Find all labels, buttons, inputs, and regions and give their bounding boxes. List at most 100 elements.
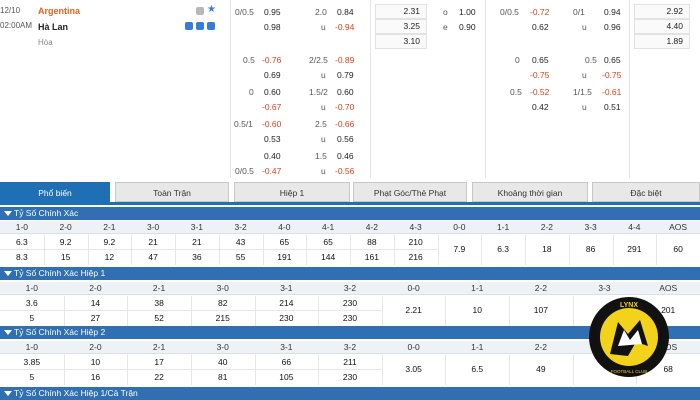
score-odd-cell[interactable]: 8.3	[15, 252, 28, 262]
half-hcap-away[interactable]: 0.62	[532, 22, 549, 32]
odd-draw[interactable]: 3.25	[375, 19, 427, 34]
half-odd-home-win[interactable]: 2.92	[634, 4, 690, 19]
extra-half-ou-under-2[interactable]: 0.51	[604, 102, 621, 112]
score-odd-cell[interactable]: 2.21	[405, 305, 422, 315]
tab-hiep-1[interactable]: Hiệp 1	[234, 182, 350, 202]
score-odd-cell[interactable]: 81	[217, 372, 228, 382]
half-odd-draw[interactable]: 4.40	[634, 19, 690, 34]
section-header-exact-score-h1[interactable]: Tỷ Số Chính Xác Hiệp 1	[0, 267, 700, 280]
extra-half-hcap-away-1[interactable]: -0.75	[530, 70, 550, 80]
extra-half-ou-over-2[interactable]: -0.61	[602, 87, 622, 97]
extra-hcap-away-1[interactable]: 0.69	[264, 70, 281, 80]
score-odd-cell[interactable]: 291	[627, 244, 642, 254]
extra-hcap-home-3[interactable]: -0.60	[262, 119, 282, 129]
score-odd-cell[interactable]: 21	[192, 237, 202, 247]
extra-hcap-away-2[interactable]: -0.67	[262, 102, 282, 112]
score-odd-cell[interactable]: 52	[154, 313, 164, 323]
score-odd-cell[interactable]: 14	[90, 298, 101, 308]
tab-dac-biet[interactable]: Đặc biệt	[592, 182, 700, 202]
even-odd[interactable]: 0.90	[459, 22, 476, 32]
score-odd-cell[interactable]: 9.2	[103, 237, 116, 247]
section-header-exact-score[interactable]: Tỷ Số Chính Xác	[0, 207, 700, 220]
hcap-home-odd[interactable]: 0.95	[264, 7, 281, 17]
half-odd-away-win[interactable]: 1.89	[634, 34, 690, 49]
score-odd-cell[interactable]: 65	[323, 237, 333, 247]
score-odd-cell[interactable]: 5	[29, 372, 35, 382]
score-odd-cell[interactable]: 40	[217, 357, 228, 367]
tab-pho-bien[interactable]: Phổ biến	[0, 182, 110, 202]
score-odd-cell[interactable]: 49	[536, 364, 546, 374]
score-odd-cell[interactable]: 210	[408, 237, 423, 247]
score-odd-cell[interactable]: 21	[148, 237, 158, 247]
extra-ou-over-4[interactable]: 0.46	[337, 151, 354, 161]
score-odd-cell[interactable]: 18	[542, 244, 552, 254]
score-odd-cell[interactable]: 230	[342, 313, 358, 323]
score-odd-cell[interactable]: 36	[192, 252, 202, 262]
chart-icon[interactable]	[207, 22, 215, 30]
extra-hcap-away-4[interactable]: -0.47	[262, 166, 282, 176]
score-odd-cell[interactable]: 6.5	[471, 364, 484, 374]
half-hcap-home[interactable]: -0.72	[530, 7, 550, 17]
score-odd-cell[interactable]: 211	[343, 357, 357, 367]
score-odd-cell[interactable]: 230	[342, 372, 358, 382]
extra-hcap-home-2[interactable]: 0.60	[264, 87, 281, 97]
away-team[interactable]: Hà Lan	[38, 22, 69, 32]
score-odd-cell[interactable]: 12	[104, 252, 115, 262]
score-odd-cell[interactable]: 201	[661, 305, 676, 315]
score-odd-cell[interactable]: 15	[60, 252, 71, 262]
ou-under-odd[interactable]: -0.94	[335, 22, 355, 32]
score-odd-cell[interactable]: 161	[364, 252, 379, 262]
home-team[interactable]: Argentina	[38, 6, 81, 16]
favorite-star-icon[interactable]: ★	[207, 4, 216, 15]
score-odd-cell[interactable]: 43	[235, 237, 246, 247]
extra-hcap-away-3[interactable]: 0.53	[264, 134, 281, 144]
score-odd-cell[interactable]: 86	[585, 244, 596, 254]
score-odd-cell[interactable]: 17	[154, 357, 164, 367]
extra-half-hcap-home-1[interactable]: 0.65	[532, 55, 549, 65]
stats-icon[interactable]	[196, 7, 204, 15]
odd-odd[interactable]: 1.00	[459, 7, 476, 17]
extra-ou-over-3[interactable]: -0.66	[335, 119, 355, 129]
score-odd-cell[interactable]: 3.05	[405, 364, 422, 374]
extra-half-ou-under-1[interactable]: -0.75	[602, 70, 622, 80]
tab-phat-goc[interactable]: Phạt Góc/Thẻ Phạt	[353, 182, 467, 202]
section-header-exact-score-h1-ft[interactable]: Tỷ Số Chính Xác Hiệp 1/Cả Trận	[0, 387, 700, 400]
extra-ou-under-1[interactable]: 0.79	[337, 70, 354, 80]
score-odd-cell[interactable]: 105	[279, 372, 294, 382]
extra-half-ou-over-1[interactable]: 0.65	[604, 55, 621, 65]
score-odd-cell[interactable]: 6.3	[497, 244, 510, 254]
score-odd-cell[interactable]: 216	[408, 252, 423, 262]
score-odd-cell[interactable]: 16	[90, 372, 101, 382]
score-odd-cell[interactable]: 7.9	[453, 244, 466, 254]
live-icon[interactable]	[185, 22, 193, 30]
score-odd-cell[interactable]: 144	[321, 252, 336, 262]
score-odd-cell[interactable]: 88	[367, 237, 377, 247]
half-ou-under[interactable]: 0.96	[604, 22, 621, 32]
hcap-away-odd[interactable]: 0.98	[264, 22, 281, 32]
score-odd-cell[interactable]: 9.2	[59, 237, 72, 247]
ou-over-odd[interactable]: 0.84	[337, 7, 354, 17]
score-odd-cell[interactable]: 47	[148, 252, 158, 262]
score-odd-cell[interactable]: 10	[90, 357, 101, 367]
score-odd-cell[interactable]: 82	[217, 298, 228, 308]
odd-away-win[interactable]: 3.10	[375, 34, 427, 49]
extra-ou-under-2[interactable]: -0.70	[335, 102, 355, 112]
extra-ou-over-1[interactable]: -0.89	[335, 55, 355, 65]
tv-icon[interactable]	[196, 22, 204, 30]
score-odd-cell[interactable]: 3.85	[23, 357, 41, 367]
score-odd-cell[interactable]: 230	[279, 313, 294, 323]
extra-half-hcap-away-2[interactable]: 0.42	[532, 102, 549, 112]
score-odd-cell[interactable]: 27	[90, 313, 101, 323]
score-odd-cell[interactable]: 107	[533, 305, 548, 315]
extra-ou-over-2[interactable]: 0.60	[337, 87, 354, 97]
half-ou-over[interactable]: 0.94	[604, 7, 621, 17]
section-header-exact-score-h2[interactable]: Tỷ Số Chính Xác Hiệp 2	[0, 326, 700, 339]
score-odd-cell[interactable]: 66	[281, 357, 292, 367]
score-odd-cell[interactable]: 3.6	[25, 298, 38, 308]
score-odd-cell[interactable]: 230	[342, 298, 358, 308]
odd-home-win[interactable]: 2.31	[375, 4, 427, 19]
score-odd-cell[interactable]: 215	[215, 313, 230, 323]
extra-half-hcap-home-2[interactable]: -0.52	[530, 87, 550, 97]
extra-ou-under-4[interactable]: -0.56	[335, 166, 355, 176]
extra-ou-under-3[interactable]: 0.56	[337, 134, 354, 144]
